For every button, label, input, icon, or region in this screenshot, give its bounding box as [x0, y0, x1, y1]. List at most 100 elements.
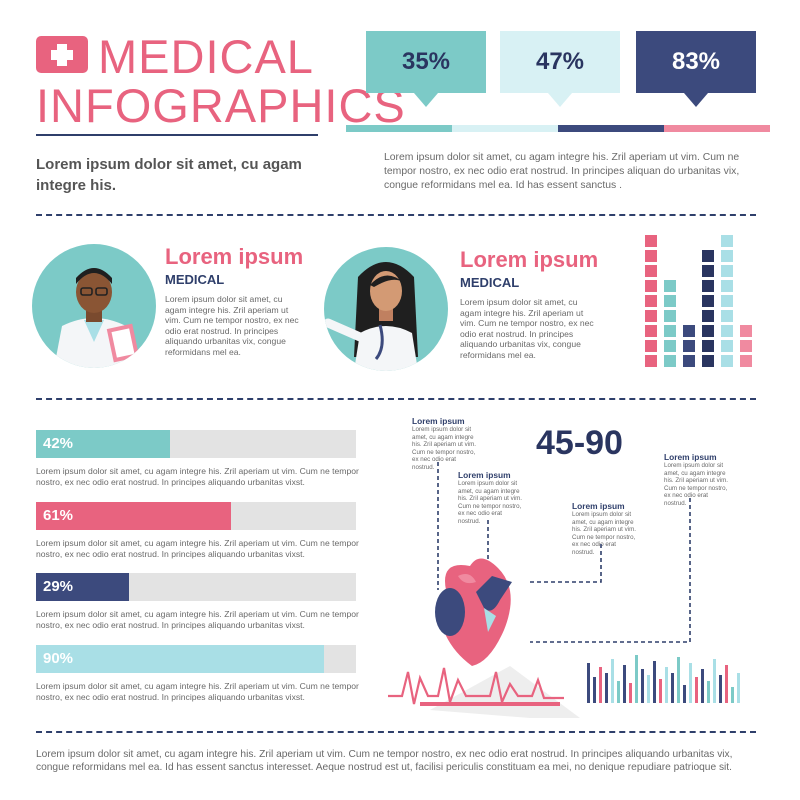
progress-text-2: Lorem ipsum dolor sit amet, cu agam inte…: [36, 538, 359, 559]
mini-bar: [719, 675, 722, 703]
heart-icon: [435, 558, 512, 666]
block-chart-cell: [721, 250, 733, 262]
progress-fill: 90%: [36, 645, 324, 673]
block-chart-cell: [721, 295, 733, 307]
block-chart-cell: [740, 355, 752, 367]
stat-strip-segment: [558, 125, 664, 132]
mini-bar: [611, 659, 614, 703]
ekg-line: [388, 667, 564, 707]
progress-fill: 42%: [36, 430, 171, 458]
block-chart-cell: [645, 250, 657, 262]
mini-bar: [623, 665, 626, 703]
block-chart-cell: [721, 310, 733, 322]
doctor-1-name: Lorem ipsum: [165, 244, 304, 269]
stat-bubble-3: 83%: [636, 31, 756, 93]
block-chart-cell: [664, 325, 676, 337]
block-chart-cell: [740, 340, 752, 352]
block-chart-cell: [721, 235, 733, 247]
block-chart-cell: [721, 340, 733, 352]
block-chart-cell: [645, 280, 657, 292]
mini-bar: [617, 681, 620, 703]
progress-label: 61%: [43, 507, 74, 524]
block-chart-cell: [702, 310, 714, 322]
mini-bar: [683, 685, 686, 703]
stat-bubble-tail: [548, 93, 572, 107]
mini-bar: [665, 667, 668, 703]
stat-value: 35%: [401, 48, 451, 75]
block-chart-cell: [702, 340, 714, 352]
title-underline: [36, 134, 318, 136]
progress-text-4: Lorem ipsum dolor sit amet, cu agam inte…: [36, 681, 359, 702]
block-chart-cell: [664, 340, 676, 352]
header-lead: Lorem ipsum dolor sit amet, cu agam inte…: [36, 156, 302, 194]
title-line-2: INFOGRAPHICS: [36, 79, 406, 132]
block-chart: [645, 235, 757, 370]
stat-strip-segment: [664, 125, 770, 132]
progress-label: 42%: [43, 435, 74, 452]
mini-bar: [593, 677, 596, 703]
stat-value: 83%: [671, 48, 721, 75]
stat-strip-segment: [452, 125, 558, 132]
stat-strip-segment: [346, 125, 452, 132]
stat-bubble-tail: [414, 93, 438, 107]
block-chart-cell: [702, 280, 714, 292]
block-chart-cell: [683, 325, 695, 337]
callout-1: Lorem ipsum Lorem ipsum dolor sit amet, …: [412, 416, 480, 472]
stat-strip: [346, 125, 770, 132]
callout-2-text: Lorem ipsum dolor sit amet, cu agam inte…: [458, 480, 522, 525]
callout-3-title: Lorem ipsum: [572, 501, 625, 511]
block-chart-cell: [664, 310, 676, 322]
stat-bubble-1: 35%: [366, 31, 486, 93]
block-chart-cell: [645, 295, 657, 307]
heart-diagram: [388, 462, 691, 718]
mini-bar: [707, 681, 710, 703]
block-chart-cell: [721, 355, 733, 367]
callout-2-title: Lorem ipsum: [458, 470, 511, 480]
mini-bar-chart: [587, 655, 745, 703]
section-divider-2: [36, 398, 756, 400]
block-chart-cell: [645, 355, 657, 367]
block-chart-cell: [740, 325, 752, 337]
block-chart-cell: [702, 325, 714, 337]
callout-2: Lorem ipsum Lorem ipsum dolor sit amet, …: [458, 470, 522, 526]
doctor-1-text: Lorem ipsum dolor sit amet, cu agam inte…: [165, 294, 299, 357]
progress-fill: 29%: [36, 573, 129, 601]
mini-bar: [701, 669, 704, 703]
block-chart-cell: [702, 355, 714, 367]
footer-text: Lorem ipsum dolor sit amet, cu agam inte…: [36, 749, 733, 773]
ekg-baseline: [420, 702, 560, 706]
block-chart-cell: [721, 280, 733, 292]
progress-text-1: Lorem ipsum dolor sit amet, cu agam inte…: [36, 466, 359, 487]
block-chart-cell: [645, 340, 657, 352]
progress-label: 90%: [43, 650, 74, 667]
mini-bar: [713, 659, 716, 703]
block-chart-cell: [664, 355, 676, 367]
mini-bar: [659, 679, 662, 703]
heart-rate-number: 45-90: [536, 424, 623, 462]
doctor-2-text: Lorem ipsum dolor sit amet, cu agam inte…: [460, 297, 594, 360]
stat-value: 47%: [535, 48, 585, 75]
progress-track-4: 90%: [36, 645, 356, 673]
callout-1-title: Lorem ipsum: [412, 416, 465, 426]
mini-bar: [641, 669, 644, 703]
header-body: Lorem ipsum dolor sit amet, cu agam inte…: [384, 152, 740, 191]
progress-track-1: 42%: [36, 430, 356, 458]
stat-bubble-tail: [684, 93, 708, 107]
progress-track-3: 29%: [36, 573, 356, 601]
callout-4-title: Lorem ipsum: [664, 452, 717, 462]
doctor-male-avatar: [32, 244, 156, 368]
block-chart-cell: [702, 250, 714, 262]
block-chart-cell: [683, 340, 695, 352]
doctor-1-role: MEDICAL: [165, 272, 225, 287]
medical-cross-icon: [36, 36, 88, 73]
progress-label: 29%: [43, 578, 74, 595]
block-chart-cell: [645, 265, 657, 277]
doctor-2-role: MEDICAL: [460, 275, 520, 290]
progress-text-3: Lorem ipsum dolor sit amet, cu agam inte…: [36, 609, 359, 630]
block-chart-cell: [683, 355, 695, 367]
callout-3-text: Lorem ipsum dolor sit amet, cu agam inte…: [572, 511, 636, 556]
section-divider-3: [36, 731, 756, 733]
block-chart-cell: [721, 265, 733, 277]
callout-3: Lorem ipsum Lorem ipsum dolor sit amet, …: [572, 501, 638, 557]
mini-bar: [737, 673, 740, 703]
